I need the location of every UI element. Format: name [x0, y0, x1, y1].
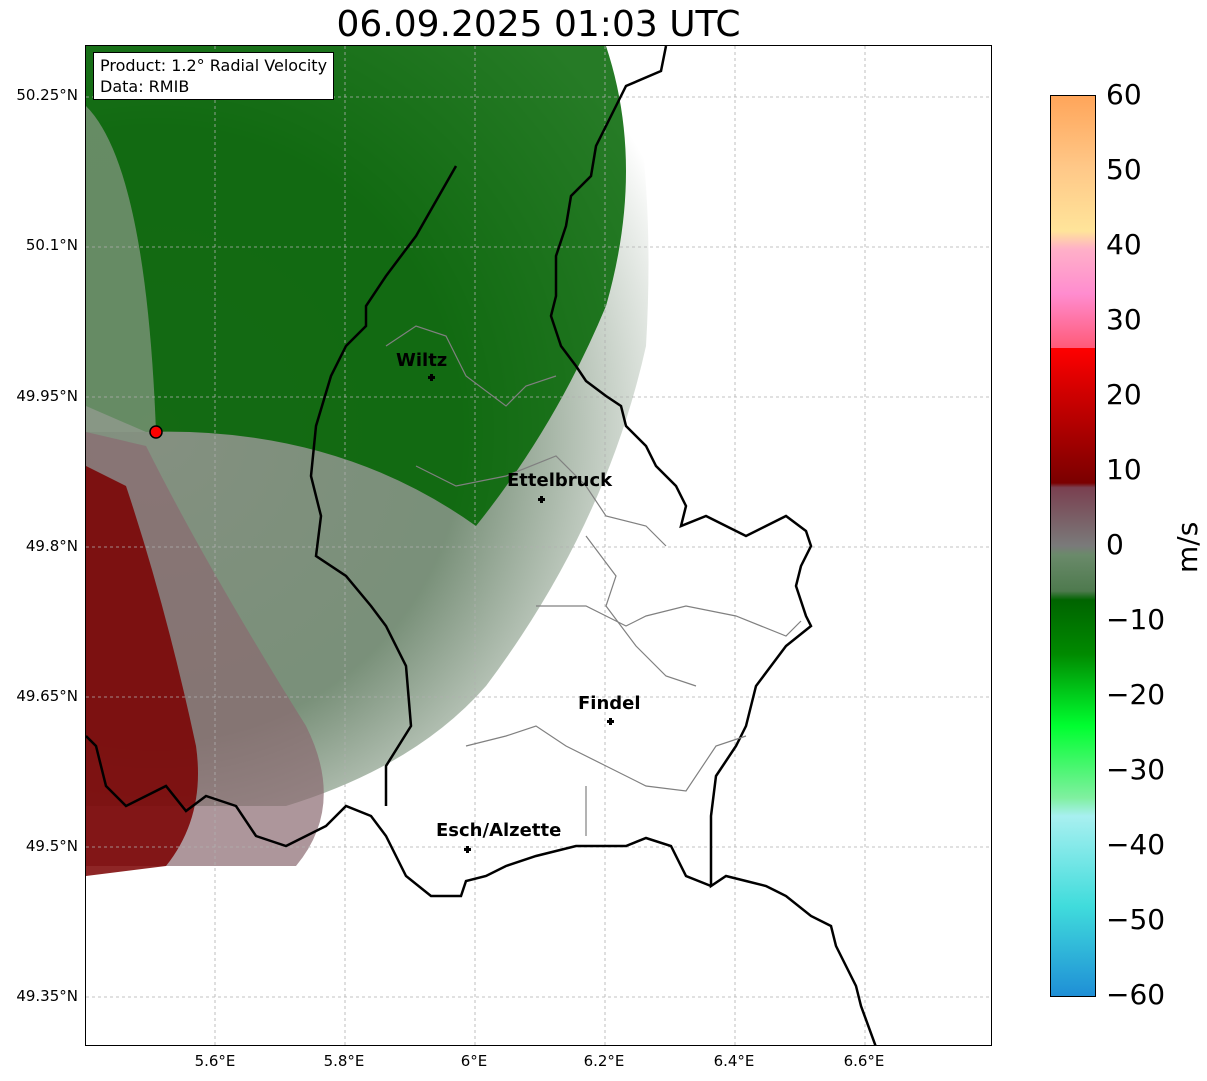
data-source-label: Data: RMIB	[100, 77, 190, 96]
colorbar-unit-label: m/s	[1171, 521, 1204, 573]
radar-map[interactable]	[85, 45, 992, 1046]
colorbar-tick: −30	[1106, 753, 1166, 786]
colorbar-tick: −60	[1106, 978, 1166, 1011]
colorbar-tick: −20	[1106, 678, 1166, 711]
canton-borders	[385, 325, 802, 836]
lon-tick-label: 6°E	[460, 1052, 488, 1070]
lat-tick-label: 49.8°N	[25, 537, 78, 555]
echo-field-northwest-grey	[86, 106, 156, 432]
national-border-south	[86, 735, 712, 898]
product-label: Product: 1.2° Radial Velocity	[100, 56, 328, 75]
lat-tick-label: 49.95°N	[16, 387, 78, 405]
map-title: 06.09.2025 01:03 UTC	[336, 4, 741, 45]
lat-tick-label: 49.35°N	[16, 987, 78, 1005]
lat-tick-label: 50.25°N	[16, 86, 78, 104]
radar-site-marker	[149, 425, 163, 439]
city-label-wiltz: Wiltz	[396, 350, 448, 371]
echo-field-outbound-dark-green	[86, 46, 626, 526]
gridlines	[86, 46, 991, 1045]
lon-tick-label: 5.6°E	[194, 1052, 236, 1070]
national-border-west	[309, 165, 458, 806]
lon-tick-label: 6.4°E	[713, 1052, 755, 1070]
product-info-box: Product: 1.2° Radial Velocity Data: RMIB	[93, 52, 335, 100]
colorbar	[1050, 95, 1096, 997]
city-label-findel: Findel	[578, 693, 641, 714]
lon-tick-label: 6.6°E	[843, 1052, 885, 1070]
colorbar-tick: 50	[1106, 153, 1142, 186]
city-label-ettelbruck: Ettelbruck	[507, 470, 613, 491]
national-border	[549, 46, 877, 1045]
lon-tick-label: 5.8°E	[323, 1052, 365, 1070]
city-label-esch: Esch/Alzette	[436, 820, 562, 841]
colorbar-tick: 10	[1106, 453, 1142, 486]
radar-map-svg	[86, 46, 991, 1045]
lat-tick-label: 49.5°N	[25, 837, 78, 855]
colorbar-tick: 40	[1106, 228, 1142, 261]
lat-tick-label: 50.1°N	[25, 236, 78, 254]
city-markers	[428, 374, 614, 853]
colorbar-tick: 60	[1106, 78, 1142, 111]
colorbar-tick: 0	[1106, 528, 1124, 561]
lat-tick-label: 49.65°N	[16, 687, 78, 705]
colorbar-tick: 20	[1106, 378, 1142, 411]
colorbar-tick: −40	[1106, 828, 1166, 861]
colorbar-tick: −50	[1106, 903, 1166, 936]
lon-tick-label: 6.2°E	[583, 1052, 625, 1070]
colorbar-tick: −10	[1106, 603, 1166, 636]
colorbar-tick: 30	[1106, 303, 1142, 336]
echo-field-inbound-dark-red	[86, 466, 198, 876]
